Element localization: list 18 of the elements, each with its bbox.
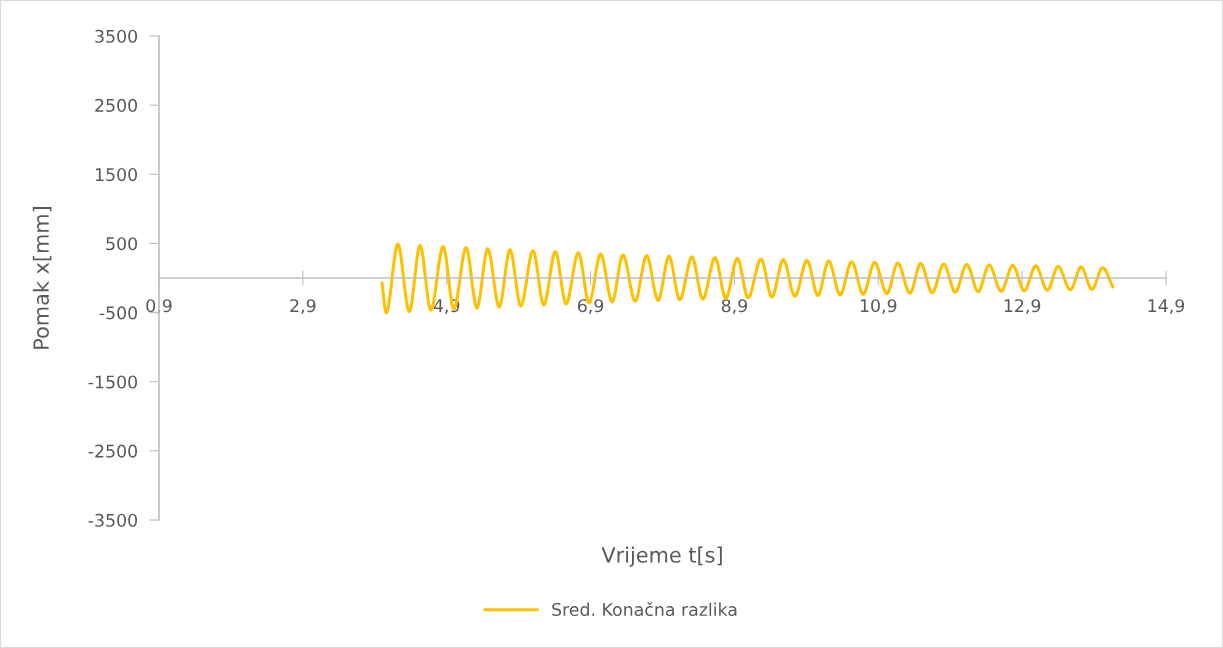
x-tick-label: 12,9: [1004, 299, 1041, 315]
x-axis-title: Vrijeme t[s]: [601, 546, 722, 567]
y-tick-label: -2500: [88, 444, 138, 458]
y-tick-label: -500: [99, 306, 138, 320]
x-tick-label: 14,9: [1148, 299, 1185, 315]
y-tick-label: -1500: [88, 375, 138, 389]
y-tick-label: -3500: [88, 513, 138, 527]
x-tick-label: 0,9: [146, 299, 172, 315]
y-tick-label: 500: [106, 237, 138, 251]
x-tick-label: 2,9: [290, 299, 316, 315]
y-tick-label: 1500: [95, 168, 138, 182]
x-tick-label: 10,9: [860, 299, 897, 315]
x-tick-label: 6,9: [577, 299, 604, 315]
y-axis-title: Pomak x[mm]: [32, 207, 52, 349]
y-tick-label: 2500: [95, 98, 138, 112]
x-tick-label: 8,9: [721, 299, 748, 315]
y-tick-label: 3500: [95, 29, 138, 43]
legend-label: Sred. Konačna razlika: [552, 601, 737, 617]
